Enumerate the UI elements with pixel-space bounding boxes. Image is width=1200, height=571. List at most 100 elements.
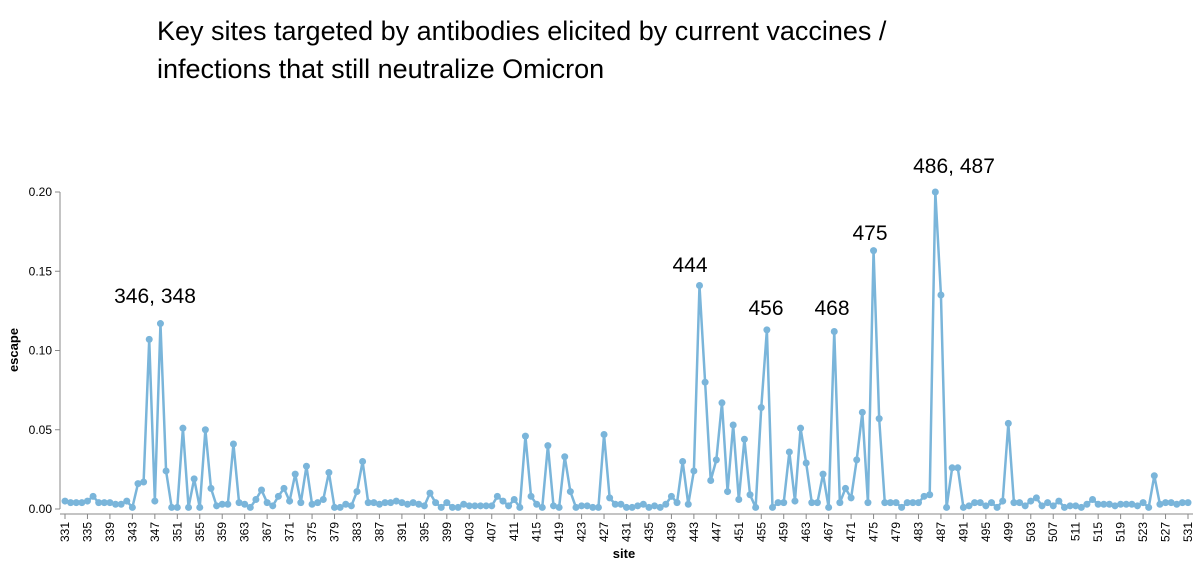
point [269, 502, 277, 510]
x-tick-label: 451 [732, 522, 746, 542]
point [488, 502, 496, 510]
point [1027, 497, 1035, 505]
point [903, 499, 911, 507]
point [1089, 495, 1097, 503]
point [235, 499, 243, 507]
point [555, 503, 563, 511]
point [505, 502, 513, 510]
point [662, 500, 670, 508]
point [965, 502, 973, 510]
point [246, 503, 254, 511]
point [83, 497, 91, 505]
point [314, 499, 322, 507]
point [61, 497, 69, 505]
point [471, 502, 479, 510]
x-tick-label: 331 [58, 522, 72, 542]
x-tick-label: 459 [777, 522, 791, 542]
point [791, 497, 799, 505]
point [168, 503, 176, 511]
x-tick-label: 439 [664, 522, 678, 542]
point [544, 442, 552, 450]
point [589, 503, 597, 511]
point [937, 291, 945, 299]
point [1032, 494, 1040, 502]
point [785, 448, 793, 456]
point [1021, 502, 1029, 510]
x-tick-label: 411 [507, 522, 521, 541]
point [516, 503, 524, 511]
x-tick-label: 443 [687, 522, 701, 542]
x-tick-label: 487 [934, 522, 948, 542]
point [971, 499, 979, 507]
point [213, 502, 221, 510]
point [404, 500, 412, 508]
point [853, 456, 861, 464]
point [370, 499, 378, 507]
point [533, 500, 541, 508]
point [448, 503, 456, 511]
point [651, 502, 659, 510]
point [954, 464, 962, 472]
y-tick-label: 0.15 [29, 264, 53, 278]
point [460, 500, 468, 508]
point [690, 467, 698, 475]
point [510, 495, 518, 503]
x-tick-label: 491 [956, 522, 970, 542]
point [1016, 499, 1024, 507]
point [336, 503, 344, 511]
point [465, 502, 473, 510]
point [156, 320, 164, 328]
x-tick-label: 511 [1069, 522, 1083, 541]
point [319, 495, 327, 503]
point [201, 426, 209, 434]
point [724, 488, 732, 496]
x-tick-label: 475 [867, 522, 881, 542]
point [78, 499, 86, 507]
point [1066, 502, 1074, 510]
point [218, 500, 226, 508]
x-tick-label: 399 [440, 522, 454, 542]
point [757, 404, 765, 412]
point [858, 408, 866, 416]
point [639, 500, 647, 508]
point [780, 499, 788, 507]
point [628, 503, 636, 511]
point [1004, 419, 1012, 427]
point [752, 503, 760, 511]
point [140, 478, 148, 486]
point [707, 476, 715, 484]
point [886, 499, 894, 507]
x-tick-label: 431 [620, 522, 634, 542]
point [594, 503, 602, 511]
point [1162, 499, 1170, 507]
series-line [64, 191, 1188, 511]
point [432, 499, 440, 507]
point [364, 499, 372, 507]
annotation: 346, 348 [114, 285, 196, 308]
x-tick-label: 391 [395, 522, 409, 542]
point [229, 440, 237, 448]
point [342, 500, 350, 508]
chart-title: infections that still neutralize Omicron [157, 54, 604, 84]
point [1133, 502, 1141, 510]
point [1094, 500, 1102, 508]
point [623, 503, 630, 511]
x-tick-label: 499 [1001, 522, 1015, 542]
x-tick-label: 339 [103, 522, 117, 542]
x-tick-label: 371 [283, 522, 297, 542]
point [398, 499, 406, 507]
point [892, 499, 900, 507]
point [1083, 500, 1091, 508]
point [123, 497, 131, 505]
point [207, 484, 215, 492]
point [527, 492, 535, 500]
point [684, 500, 692, 508]
point [521, 432, 529, 440]
point [280, 484, 288, 492]
annotation: 468 [814, 297, 849, 320]
x-tick-label: 335 [80, 522, 94, 542]
chart-title: Key sites targeted by antibodies elicite… [157, 16, 887, 46]
point [1049, 502, 1057, 510]
point [297, 499, 305, 507]
